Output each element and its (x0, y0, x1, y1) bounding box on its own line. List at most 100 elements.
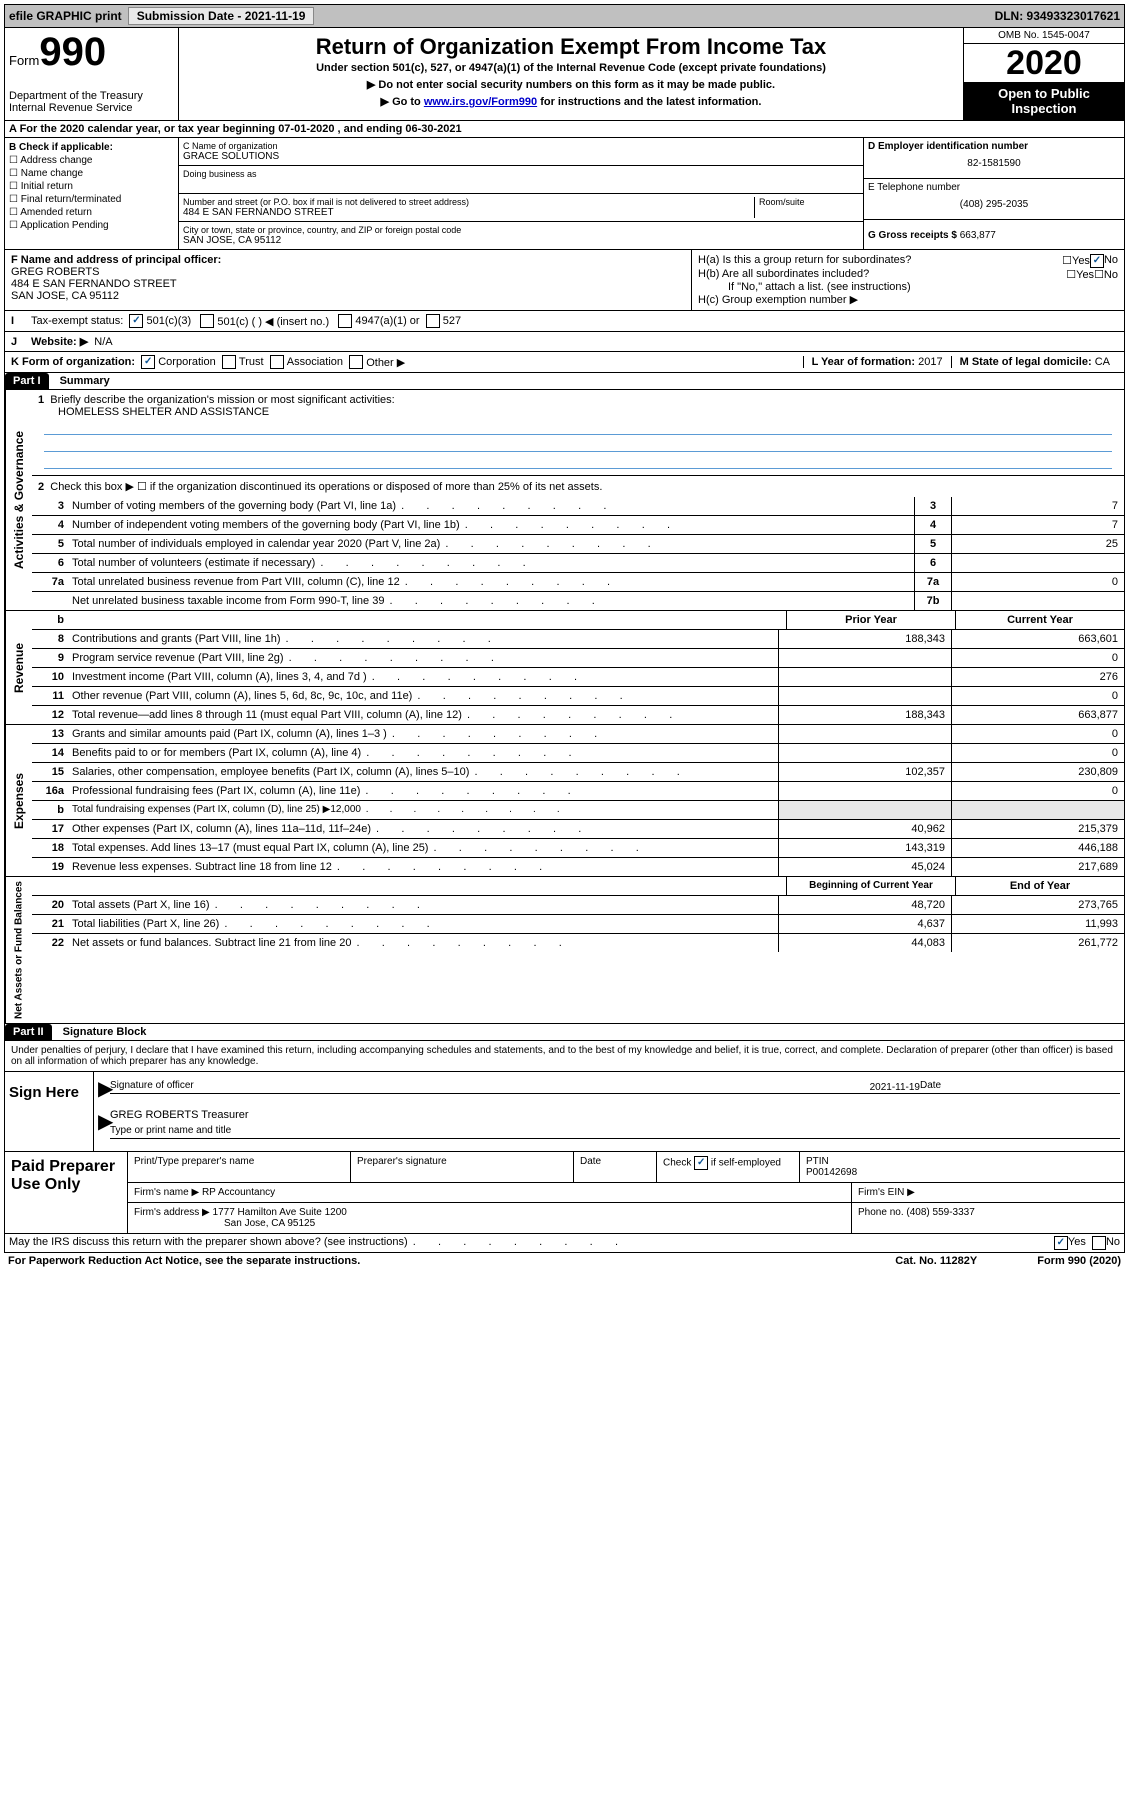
efile-label: efile GRAPHIC print (9, 9, 122, 23)
declaration-text: Under penalties of perjury, I declare th… (4, 1041, 1125, 1072)
netasset-row: 21Total liabilities (Part X, line 26)4,6… (32, 915, 1124, 934)
submission-date-button[interactable]: Submission Date - 2021-11-19 (128, 7, 315, 25)
instructions-link[interactable]: www.irs.gov/Form990 (424, 96, 537, 108)
street-address: 484 E SAN FERNANDO STREET (183, 207, 754, 218)
officer-name: GREG ROBERTS (11, 266, 685, 278)
year-formation: 2017 (918, 356, 942, 368)
expense-row: 17Other expenses (Part IX, column (A), l… (32, 820, 1124, 839)
firm-phone: (408) 559-3337 (906, 1207, 974, 1218)
gov-row: 6Total number of volunteers (estimate if… (32, 554, 1124, 573)
col-c-org-info: C Name of organization GRACE SOLUTIONS D… (179, 138, 863, 249)
discuss-row: May the IRS discuss this return with the… (4, 1234, 1125, 1253)
omb-number: OMB No. 1545-0047 (964, 28, 1124, 44)
governance-sidelabel: Activities & Governance (5, 390, 32, 610)
check-501c[interactable] (200, 314, 214, 328)
col-b-title: B Check if applicable: (9, 142, 174, 153)
netassets-section: Net Assets or Fund Balances Beginning of… (4, 877, 1125, 1024)
ein-cell: D Employer identification number 82-1581… (864, 138, 1124, 179)
expenses-sidelabel: Expenses (5, 725, 32, 876)
check-assoc[interactable] (270, 355, 284, 369)
h-b-yes[interactable]: ☐Yes (1066, 268, 1094, 281)
revenue-row: 9Program service revenue (Part VIII, lin… (32, 649, 1124, 668)
website-value: N/A (94, 336, 112, 348)
gov-row: 7aTotal unrelated business revenue from … (32, 573, 1124, 592)
check-527[interactable] (426, 314, 440, 328)
gov-row: 3Number of voting members of the governi… (32, 497, 1124, 516)
revenue-section: Revenue b Prior Year Current Year 8Contr… (4, 611, 1125, 725)
check-name-change[interactable]: ☐ Name change (9, 168, 174, 179)
part1-title: Summary (52, 373, 118, 389)
netasset-row: 22Net assets or fund balances. Subtract … (32, 934, 1124, 952)
officer-addr1: 484 E SAN FERNANDO STREET (11, 278, 685, 290)
revenue-row: 11Other revenue (Part VIII, column (A), … (32, 687, 1124, 706)
expense-row: 13Grants and similar amounts paid (Part … (32, 725, 1124, 744)
telephone-cell: E Telephone number (408) 295-2035 (864, 179, 1124, 220)
ptin-cell: PTINP00142698 (800, 1152, 1124, 1182)
paperwork-footer: For Paperwork Reduction Act Notice, see … (4, 1253, 1125, 1269)
section-a-line: A For the 2020 calendar year, or tax yea… (4, 121, 1125, 138)
col-b-checklist: B Check if applicable: ☐ Address change … (5, 138, 179, 249)
prep-date-hdr: Date (574, 1152, 657, 1182)
city-cell: City or town, state or province, country… (179, 222, 863, 249)
check-amended[interactable]: ☐ Amended return (9, 207, 174, 218)
ein-value: 82-1581590 (868, 152, 1120, 175)
check-trust[interactable] (222, 355, 236, 369)
irs-label: Internal Revenue Service (9, 102, 174, 114)
open-to-public: Open to Public Inspection (964, 82, 1124, 120)
discuss-yes[interactable]: ✓ (1054, 1236, 1068, 1250)
entity-info-grid: B Check if applicable: ☐ Address change … (4, 138, 1125, 250)
firm-addr2: San Jose, CA 95125 (134, 1218, 845, 1229)
officer-group-row: F Name and address of principal officer:… (4, 250, 1125, 311)
form-number: 990 (39, 30, 106, 74)
gross-receipts-cell: G Gross receipts $ 663,877 (864, 220, 1124, 244)
expense-row: 18Total expenses. Add lines 13–17 (must … (32, 839, 1124, 858)
discuss-no[interactable] (1092, 1236, 1106, 1250)
part1-header-row: Part I Summary (4, 373, 1125, 390)
gov-row: Net unrelated business taxable income fr… (32, 592, 1124, 610)
expense-row: bTotal fundraising expenses (Part IX, co… (32, 801, 1124, 820)
paid-preparer-label: Paid Preparer Use Only (5, 1152, 128, 1233)
check-address-change[interactable]: ☐ Address change (9, 155, 174, 166)
paid-preparer-block: Paid Preparer Use Only Print/Type prepar… (4, 1152, 1125, 1234)
dept-label: Department of the Treasury (9, 90, 174, 102)
check-app-pending[interactable]: ☐ Application Pending (9, 220, 174, 231)
check-final-return[interactable]: ☐ Final return/terminated (9, 194, 174, 205)
check-other[interactable] (349, 355, 363, 369)
revenue-row: 8Contributions and grants (Part VIII, li… (32, 630, 1124, 649)
h-b-no[interactable]: ☐No (1094, 268, 1118, 281)
prep-selfemp-hdr: Check ✓ if self-employed (657, 1152, 800, 1182)
netassets-header-row: Beginning of Current Year End of Year (32, 877, 1124, 896)
sign-here-label: Sign Here (5, 1072, 94, 1151)
check-initial-return[interactable]: ☐ Initial return (9, 181, 174, 192)
row-k-form-org: K Form of organization: ✓ Corporation Tr… (4, 352, 1125, 373)
prep-name-hdr: Print/Type preparer's name (128, 1152, 351, 1182)
netasset-row: 20Total assets (Part X, line 16)48,72027… (32, 896, 1124, 915)
form-word: Form (9, 53, 39, 68)
mission-text: HOMELESS SHELTER AND ASSISTANCE (38, 406, 1118, 418)
telephone-value: (408) 295-2035 (868, 193, 1120, 216)
sig-officer-label: Signature of officer (110, 1080, 920, 1091)
expense-row: 15Salaries, other compensation, employee… (32, 763, 1124, 782)
part2-title: Signature Block (55, 1024, 155, 1040)
expense-row: 19Revenue less expenses. Subtract line 1… (32, 858, 1124, 876)
h-a-yes[interactable]: ☐Yes (1062, 254, 1090, 268)
section-h: H(a) Is this a group return for subordin… (692, 250, 1124, 310)
col-d-info: D Employer identification number 82-1581… (863, 138, 1124, 249)
part1-badge: Part I (5, 373, 49, 389)
check-4947[interactable] (338, 314, 352, 328)
part2-badge: Part II (5, 1024, 52, 1040)
subtitle-3: ▶ Go to www.irs.gov/Form990 for instruct… (183, 95, 959, 108)
state-domicile: CA (1095, 356, 1110, 368)
officer-addr2: SAN JOSE, CA 95112 (11, 290, 685, 302)
check-corp[interactable]: ✓ (141, 355, 155, 369)
revenue-row: 10Investment income (Part VIII, column (… (32, 668, 1124, 687)
gross-receipts-value: 663,877 (960, 230, 996, 241)
org-name-cell: C Name of organization GRACE SOLUTIONS (179, 138, 863, 166)
city-state-zip: SAN JOSE, CA 95112 (183, 235, 859, 246)
address-cell: Number and street (or P.O. box if mail i… (179, 194, 863, 222)
h-a-no-checked[interactable]: ✓ (1090, 254, 1104, 268)
subtitle-2: ▶ Do not enter social security numbers o… (183, 78, 959, 91)
check-501c3[interactable]: ✓ (129, 314, 143, 328)
form-header: Form990 Department of the Treasury Inter… (4, 28, 1125, 121)
form-id-box: Form990 Department of the Treasury Inter… (5, 28, 179, 120)
